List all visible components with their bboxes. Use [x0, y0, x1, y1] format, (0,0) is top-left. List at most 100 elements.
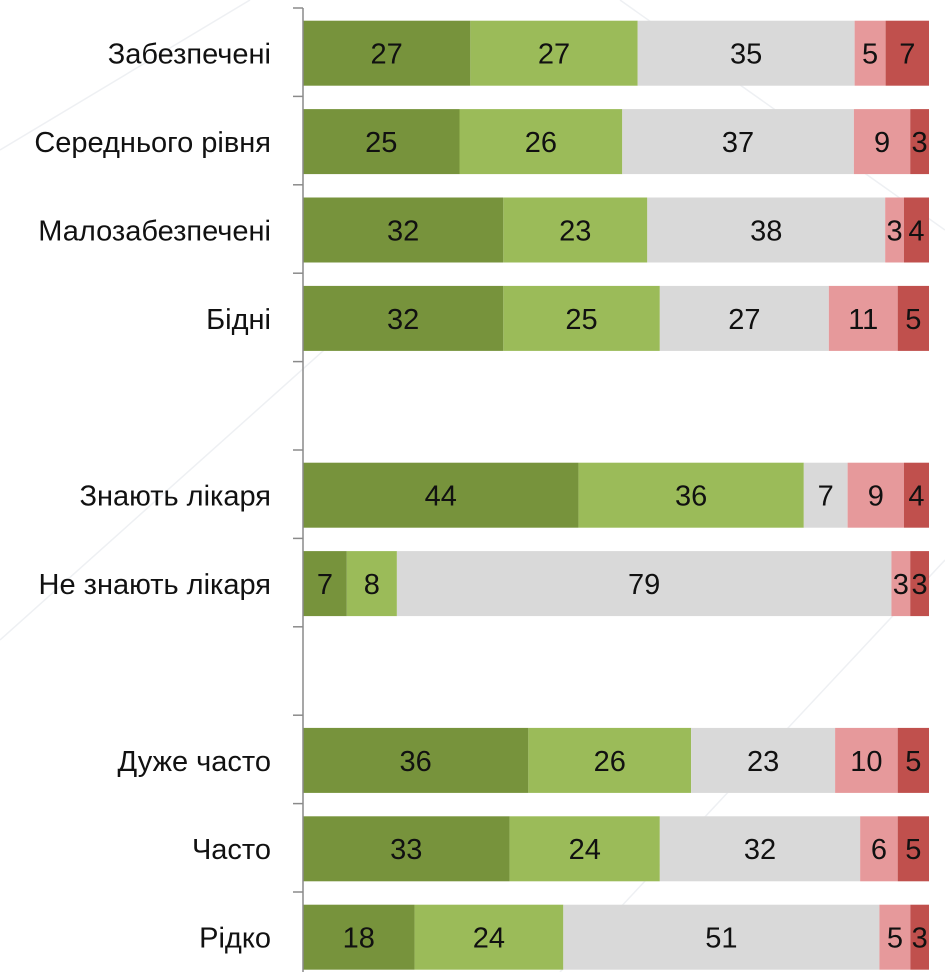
bar-segment — [528, 727, 692, 793]
data-label: 5 — [887, 923, 903, 955]
data-label: 27 — [728, 304, 760, 336]
bar-segment — [854, 20, 886, 86]
bar-segment — [659, 816, 861, 882]
bar-segment — [691, 727, 836, 793]
bar-segment — [503, 197, 648, 263]
bar-segment — [303, 727, 529, 793]
bar-segment — [303, 462, 579, 528]
data-label: 27 — [538, 39, 570, 71]
data-label: 32 — [387, 215, 419, 247]
category-label: Часто — [192, 834, 271, 866]
bar-segment — [563, 904, 880, 970]
data-label: 32 — [744, 834, 776, 866]
category-labels: Забезпечені Середнього рівня Малозабезпече… — [34, 39, 271, 955]
data-label: 4 — [908, 481, 924, 513]
data-label: 26 — [525, 127, 557, 159]
data-label: 5 — [862, 39, 878, 71]
data-label: 4 — [908, 215, 924, 247]
bar-segment — [303, 551, 347, 617]
bar-segment — [860, 816, 898, 882]
data-label: 23 — [559, 215, 591, 247]
bar-segment — [470, 20, 638, 86]
category-axis — [293, 7, 304, 977]
bar-segment — [647, 197, 886, 263]
bar-segment — [891, 551, 911, 617]
bar-segment — [303, 904, 415, 970]
data-label: 26 — [594, 746, 626, 778]
data-label: 32 — [387, 304, 419, 336]
bar-segment — [853, 109, 911, 175]
bar-segment — [578, 462, 804, 528]
data-label: 9 — [874, 127, 890, 159]
bar-segment — [885, 197, 904, 263]
data-label: 36 — [400, 746, 432, 778]
bars-layer: 27 27 35 5 725 26 37 9 332 23 38 3 432 25 27 11 544 36 7 9 4… — [303, 20, 929, 970]
bar-segment — [897, 816, 929, 882]
data-label: 79 — [628, 569, 660, 601]
bar-segment — [303, 197, 504, 263]
data-label: 36 — [675, 481, 707, 513]
bar-segment — [414, 904, 564, 970]
bar-segment — [903, 462, 929, 528]
category-label: Не знають лікаря — [39, 569, 271, 601]
bar-segment — [303, 285, 504, 351]
bar-segment — [303, 20, 471, 86]
data-label: 7 — [899, 39, 915, 71]
data-label: 6 — [871, 834, 887, 866]
data-label: 10 — [850, 746, 882, 778]
data-label: 3 — [912, 569, 928, 601]
bar-segment — [835, 727, 898, 793]
bar-segment — [459, 109, 623, 175]
data-label: 8 — [364, 569, 380, 601]
background-line — [0, 0, 251, 151]
data-label: 38 — [750, 215, 782, 247]
data-label: 37 — [722, 127, 754, 159]
bar-segment — [346, 551, 397, 617]
data-label: 11 — [848, 304, 878, 336]
bar-segment — [897, 285, 929, 351]
category-label: Малозабезпечені — [38, 215, 271, 247]
bar-segment — [637, 20, 855, 86]
data-label: 35 — [730, 39, 762, 71]
data-label: 24 — [569, 834, 601, 866]
data-label: 3 — [912, 923, 928, 955]
data-label: 18 — [343, 923, 375, 955]
bar-segment — [903, 197, 929, 263]
data-label: 33 — [390, 834, 422, 866]
bar-segment — [847, 462, 904, 528]
bar-segment — [910, 904, 929, 970]
data-label: 27 — [371, 39, 403, 71]
data-label: 24 — [473, 923, 505, 955]
data-label: 44 — [425, 481, 457, 513]
bar-segment — [509, 816, 660, 882]
data-label: 3 — [886, 215, 902, 247]
category-label: Рідко — [199, 923, 271, 955]
data-label: 51 — [705, 923, 737, 955]
bar-segment — [879, 904, 911, 970]
data-label: 23 — [747, 746, 779, 778]
data-label: 25 — [565, 304, 597, 336]
bar-segment — [910, 551, 929, 617]
bar-segment — [897, 727, 929, 793]
bar-segment — [910, 109, 929, 175]
category-label: Бідні — [206, 304, 271, 336]
data-label: 5 — [905, 746, 921, 778]
data-label: 5 — [905, 834, 921, 866]
bar-segment — [828, 285, 898, 351]
bar-segment — [303, 816, 510, 882]
category-label: Забезпечені — [108, 39, 271, 71]
bar-segment — [396, 551, 892, 617]
bar-segment — [803, 462, 848, 528]
data-label: 3 — [912, 127, 928, 159]
category-label: Середнього рівня — [34, 127, 271, 159]
category-label: Дуже часто — [117, 746, 271, 778]
bar-segment — [503, 285, 660, 351]
category-label: Знають лікаря — [79, 481, 271, 513]
bar-segment — [622, 109, 854, 175]
bar-segment — [885, 20, 929, 86]
bar-segment — [659, 285, 829, 351]
data-label: 9 — [868, 481, 884, 513]
data-label: 25 — [365, 127, 397, 159]
